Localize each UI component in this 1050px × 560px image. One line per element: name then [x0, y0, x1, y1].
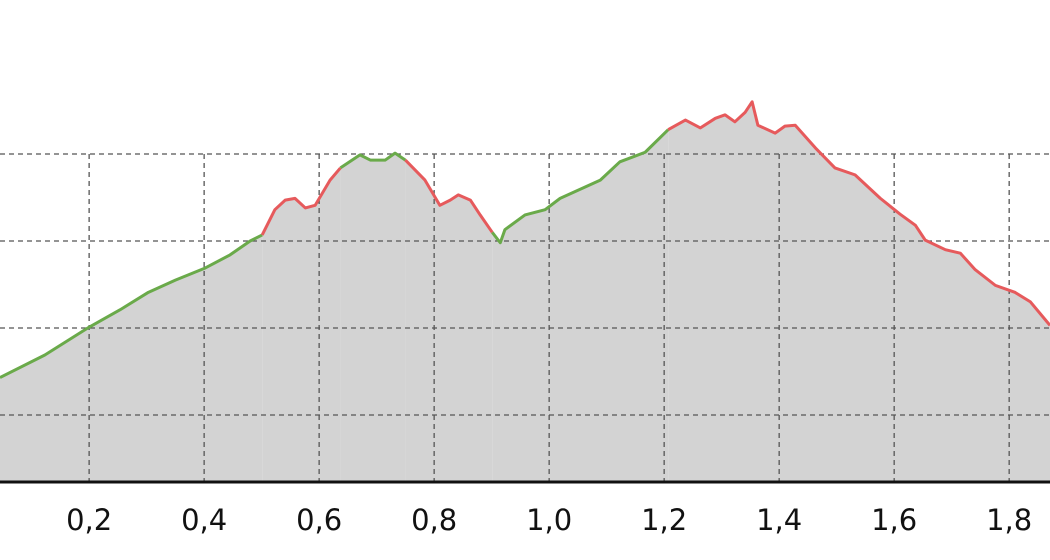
elevation-area: [668, 101, 1050, 482]
x-tick-label: 1,0: [526, 503, 572, 537]
x-tick-label: 0,8: [411, 503, 457, 537]
x-tick-label: 0,4: [181, 503, 227, 537]
elevation-area: [262, 167, 341, 482]
x-tick-label: 1,2: [641, 503, 687, 537]
elevation-line: [339, 151, 407, 170]
x-tick-label: 0,6: [296, 503, 342, 537]
elevation-line: [0, 233, 263, 379]
elevation-line: [667, 100, 1050, 327]
x-tick-label: 1,8: [986, 503, 1032, 537]
elevation-area: [405, 160, 493, 482]
elevation-area: [0, 234, 263, 482]
elevation-line: [260, 166, 342, 236]
x-tick-label: 1,6: [871, 503, 917, 537]
x-tick-label: 0,2: [66, 503, 112, 537]
elevation-area: [340, 153, 406, 483]
elevation-line: [491, 128, 670, 245]
elevation-line: [404, 159, 494, 234]
x-tick-label: 1,4: [756, 503, 802, 537]
elevation-area: [492, 129, 669, 482]
